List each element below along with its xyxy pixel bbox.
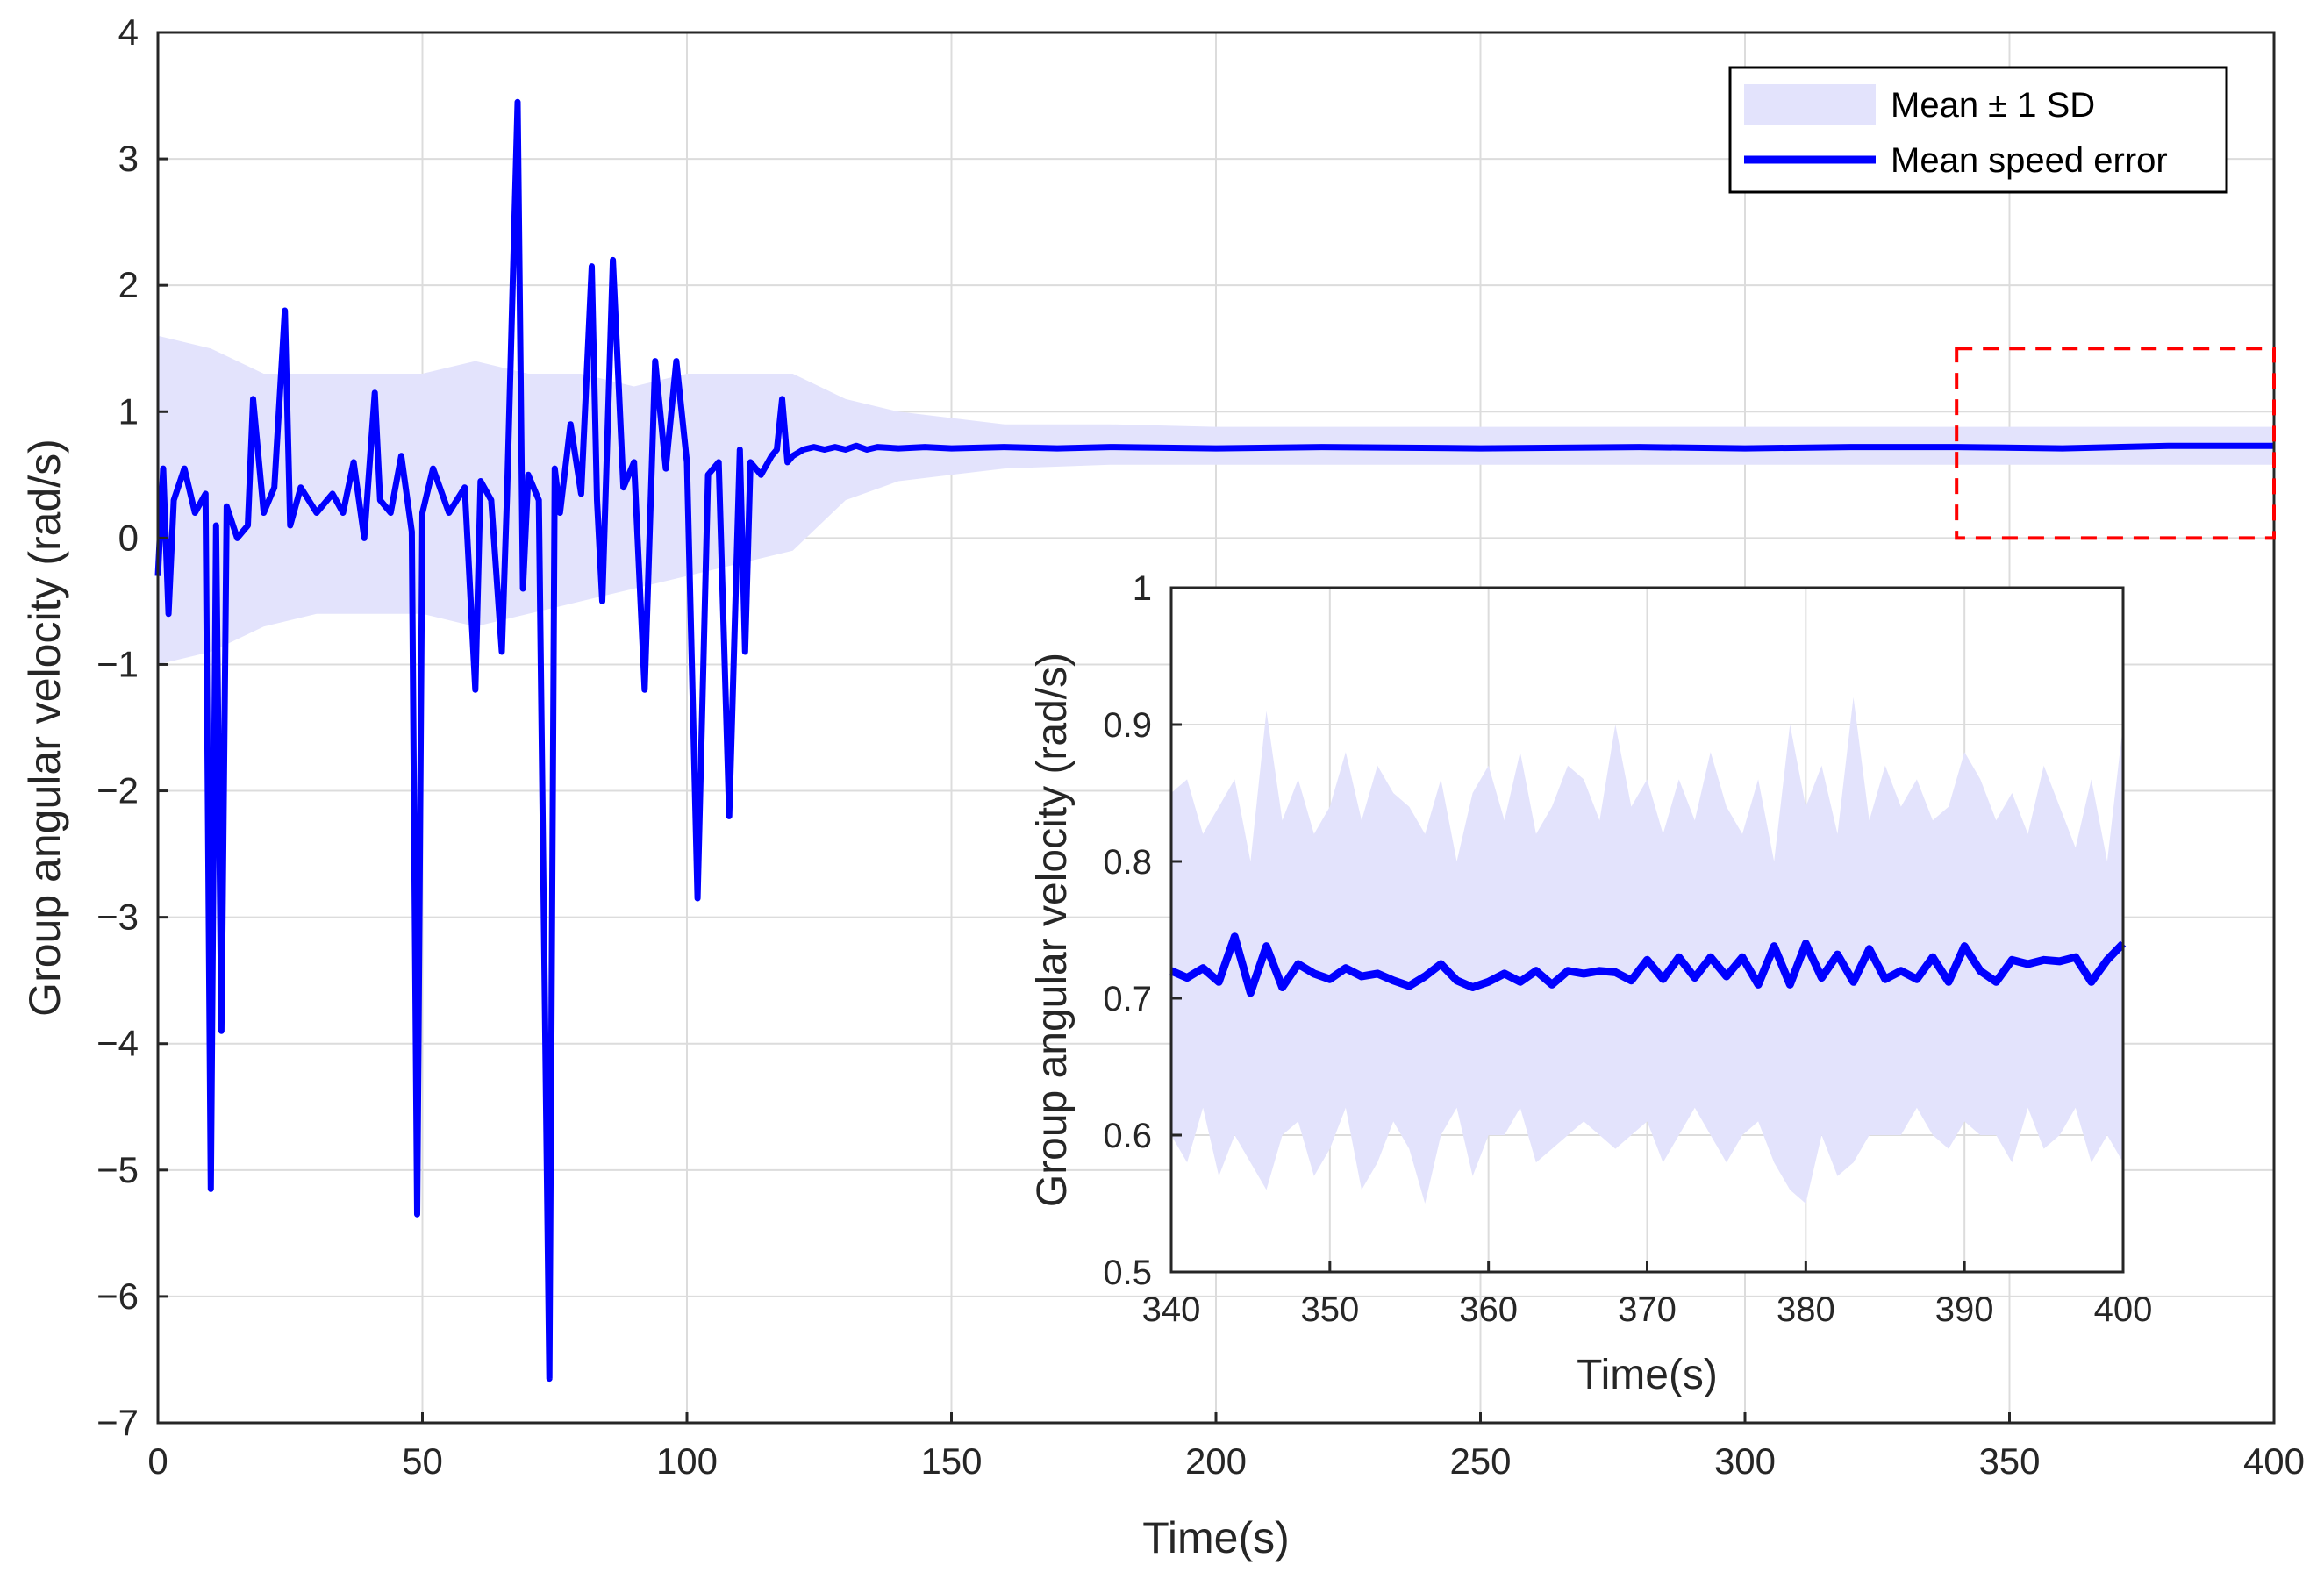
inset-y-ticks: 0.5 0.6 0.7 0.8 0.9 1 (1103, 569, 1182, 1292)
y-tick-label: 0.9 (1103, 706, 1152, 745)
mean-speed-error-line (154, 98, 2274, 1383)
y-tick-label: 1 (1133, 569, 1152, 608)
inset-y-axis-label: Group angular velocity (rad/s) (1029, 653, 1076, 1207)
zoom-box (1955, 347, 2276, 540)
y-tick-label: 0.8 (1103, 843, 1152, 882)
y-tick-label: 4 (118, 11, 139, 53)
y-tick-label: −2 (97, 770, 139, 811)
x-tick-label: 400 (2243, 1440, 2305, 1482)
x-tick-label: 390 (1935, 1290, 1994, 1329)
x-tick-label: 200 (1185, 1440, 1247, 1482)
main-mean-line (154, 98, 2274, 1383)
legend: Mean ± 1 SD Mean speed error (1728, 66, 2228, 194)
main-x-axis-label: Time(s) (1142, 1513, 1290, 1562)
main-sd-band (158, 335, 2274, 665)
x-tick-label: 400 (2094, 1290, 2153, 1329)
x-tick-label: 150 (920, 1440, 982, 1482)
legend-swatch-band (1744, 84, 1876, 125)
x-tick-label: 300 (1714, 1440, 1776, 1482)
y-tick-label: 1 (118, 390, 139, 432)
main-y-ticks: −7 −6 −5 −4 −3 −2 −1 0 1 2 3 4 (97, 11, 168, 1443)
inset-sd-band (1171, 697, 2123, 1204)
x-tick-label: 350 (1978, 1440, 2040, 1482)
x-tick-label: 0 (147, 1440, 168, 1482)
y-tick-label: 0.6 (1103, 1117, 1152, 1155)
y-tick-label: 0 (118, 517, 139, 558)
x-tick-label: 50 (402, 1440, 443, 1482)
y-tick-label: −6 (97, 1275, 139, 1317)
mean-speed-error-line (1169, 932, 2127, 997)
y-tick-label: 2 (118, 264, 139, 305)
y-tick-label: −4 (97, 1023, 139, 1064)
sd-band-area (1171, 697, 2123, 1204)
x-tick-label: 370 (1618, 1290, 1677, 1329)
y-tick-label: −5 (97, 1149, 139, 1190)
y-tick-label: 0.7 (1103, 980, 1152, 1018)
inset-x-ticks: 340 350 360 370 380 390 400 (1142, 1261, 2153, 1329)
legend-label-band: Mean ± 1 SD (1891, 86, 2095, 125)
y-tick-label: −3 (97, 897, 139, 938)
x-tick-label: 340 (1142, 1290, 1201, 1329)
y-tick-label: 0.5 (1103, 1254, 1152, 1292)
inset-mean-line (1169, 932, 2127, 997)
x-tick-label: 380 (1777, 1290, 1835, 1329)
x-tick-label: 100 (656, 1440, 718, 1482)
inset-x-axis-label: Time(s) (1577, 1352, 1718, 1398)
x-tick-label: 350 (1300, 1290, 1359, 1329)
sd-band-area (158, 335, 2274, 665)
x-tick-label: 360 (1459, 1290, 1518, 1329)
inset-plot: 340 350 360 370 380 390 400 0.5 0.6 0.7 0.8 0.9 1 T… (1029, 569, 2152, 1398)
main-x-ticks: 0 50 100 150 200 250 300 350 400 (147, 1412, 2305, 1482)
y-tick-label: −1 (97, 643, 139, 684)
main-y-axis-label: Group angular velocity (rad/s) (20, 439, 69, 1017)
legend-label-line: Mean speed error (1891, 141, 2168, 180)
y-tick-label: 3 (118, 138, 139, 179)
x-tick-label: 250 (1449, 1440, 1511, 1482)
y-tick-label: −7 (97, 1402, 139, 1443)
